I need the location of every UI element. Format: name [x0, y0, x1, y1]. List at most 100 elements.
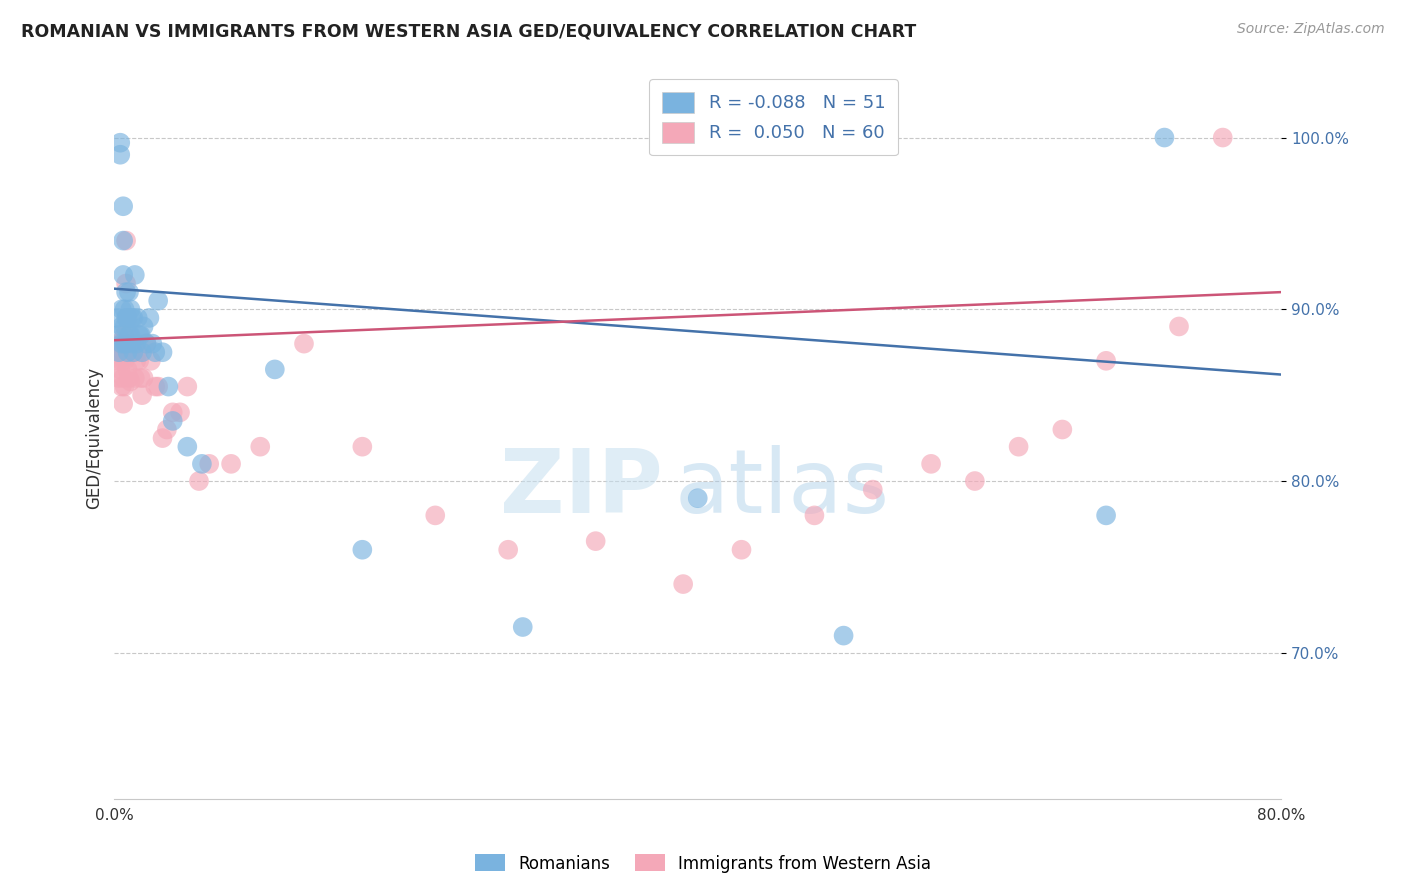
Point [112, 345, 135, 359]
Point [111, 379, 134, 393]
Point [115, 336, 138, 351]
Point [169, 405, 191, 419]
Point [115, 310, 138, 325]
Point [110, 147, 132, 161]
Point [862, 483, 884, 497]
Point [249, 440, 271, 454]
Point [105, 336, 128, 351]
Point [176, 379, 198, 393]
Point [832, 629, 855, 643]
Point [128, 354, 150, 368]
Point [120, 375, 142, 389]
Point [112, 199, 135, 213]
Point [135, 336, 157, 351]
Point [176, 440, 198, 454]
Point [152, 431, 174, 445]
Point [112, 397, 135, 411]
Point [146, 379, 169, 393]
Point [162, 405, 184, 419]
Point [110, 336, 132, 351]
Point [124, 371, 146, 385]
Point [146, 293, 169, 308]
Legend: R = -0.088   N = 51, R =  0.050   N = 60: R = -0.088 N = 51, R = 0.050 N = 60 [650, 79, 898, 155]
Point [118, 345, 141, 359]
Point [803, 508, 825, 523]
Point [1168, 319, 1191, 334]
Point [162, 414, 184, 428]
Point [672, 577, 695, 591]
Point [1095, 354, 1118, 368]
Point [115, 234, 138, 248]
Point [125, 354, 148, 368]
Point [114, 379, 136, 393]
Point [111, 319, 134, 334]
Point [129, 371, 152, 385]
Legend: Romanians, Immigrants from Western Asia: Romanians, Immigrants from Western Asia [468, 847, 938, 880]
Point [191, 457, 214, 471]
Point [111, 354, 134, 368]
Point [730, 542, 752, 557]
Point [352, 440, 374, 454]
Point [124, 268, 146, 282]
Point [352, 542, 374, 557]
Text: atlas: atlas [675, 445, 890, 533]
Point [131, 345, 153, 359]
Point [135, 336, 157, 351]
Point [1153, 130, 1175, 145]
Point [686, 491, 709, 506]
Point [152, 345, 174, 359]
Point [121, 310, 143, 325]
Point [117, 336, 139, 351]
Point [1052, 423, 1074, 437]
Point [107, 354, 129, 368]
Point [112, 268, 135, 282]
Point [122, 345, 145, 359]
Point [138, 310, 160, 325]
Point [118, 371, 141, 385]
Point [117, 345, 139, 359]
Point [188, 474, 211, 488]
Point [112, 234, 135, 248]
Point [128, 328, 150, 343]
Y-axis label: GED/Equivalency: GED/Equivalency [86, 367, 103, 509]
Point [125, 336, 148, 351]
Point [122, 345, 145, 359]
Point [112, 371, 135, 385]
Point [127, 310, 149, 325]
Point [120, 345, 142, 359]
Point [118, 328, 141, 343]
Point [111, 302, 134, 317]
Point [115, 277, 138, 291]
Point [115, 285, 138, 299]
Point [121, 345, 143, 359]
Point [129, 328, 152, 343]
Text: ROMANIAN VS IMMIGRANTS FROM WESTERN ASIA GED/EQUIVALENCY CORRELATION CHART: ROMANIAN VS IMMIGRANTS FROM WESTERN ASIA… [21, 22, 917, 40]
Point [124, 336, 146, 351]
Point [120, 302, 142, 317]
Point [114, 302, 136, 317]
Point [117, 310, 139, 325]
Point [1212, 130, 1234, 145]
Point [141, 336, 163, 351]
Point [121, 336, 143, 351]
Text: ZIP: ZIP [501, 445, 662, 533]
Point [156, 423, 179, 437]
Point [114, 328, 136, 343]
Point [292, 336, 315, 351]
Point [512, 620, 534, 634]
Point [425, 508, 447, 523]
Point [117, 362, 139, 376]
Point [107, 345, 129, 359]
Point [107, 371, 129, 385]
Point [114, 354, 136, 368]
Point [131, 388, 153, 402]
Point [120, 328, 142, 343]
Point [963, 474, 986, 488]
Point [118, 285, 141, 299]
Point [585, 534, 607, 549]
Point [263, 362, 285, 376]
Point [157, 379, 180, 393]
Point [496, 542, 519, 557]
Point [122, 310, 145, 325]
Point [107, 328, 129, 343]
